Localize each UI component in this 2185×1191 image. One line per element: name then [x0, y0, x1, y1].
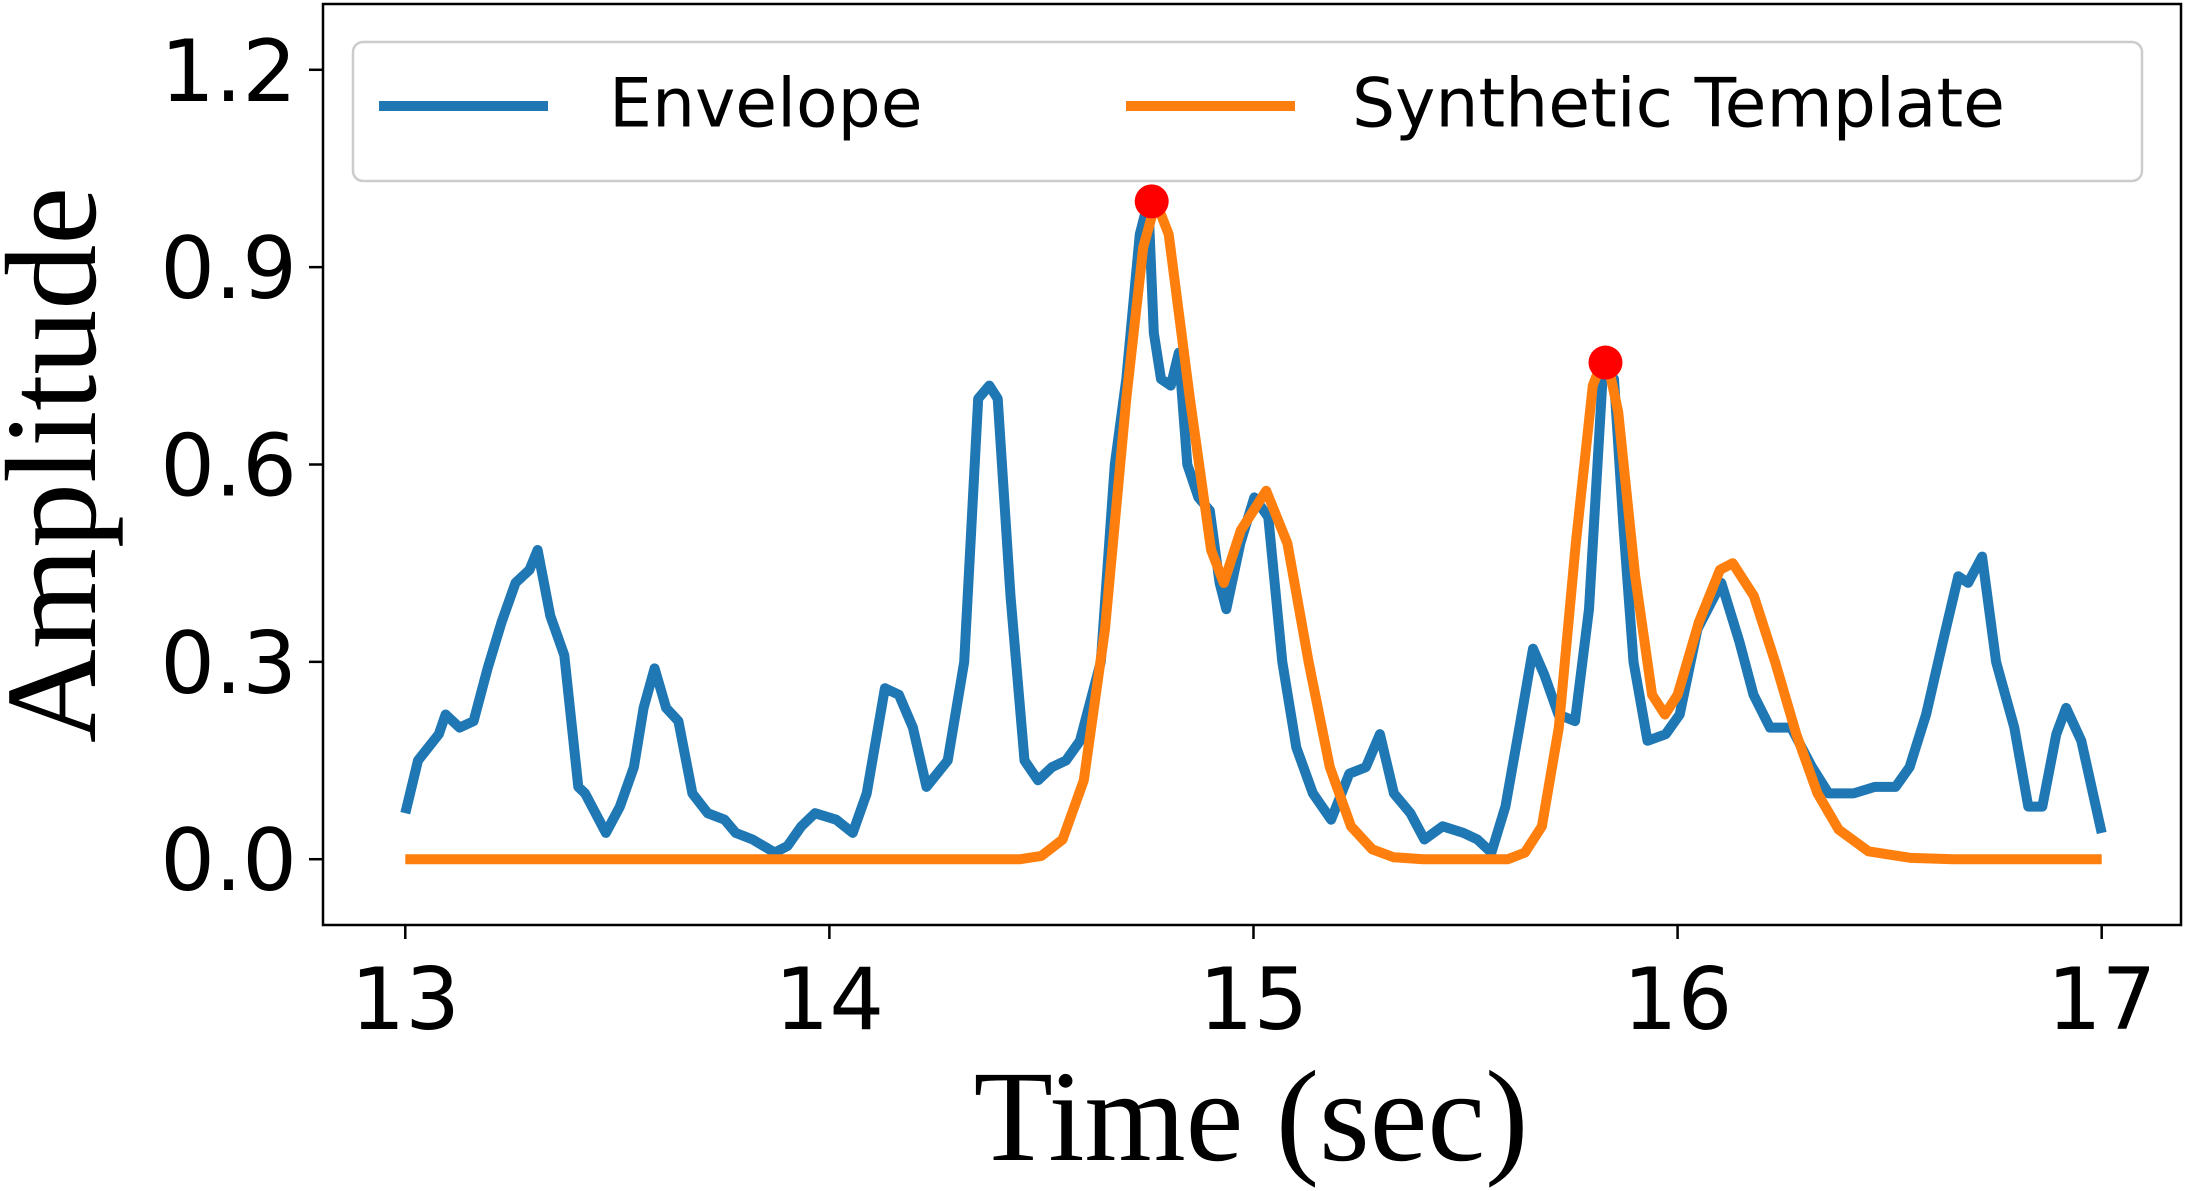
x-tick-label: 15 — [1199, 950, 1308, 1050]
y-tick-label: 0.3 — [160, 614, 297, 714]
x-axis-label: Time (sec) — [974, 1045, 1529, 1189]
legend-label: Envelope — [609, 65, 923, 144]
legend-label: Synthetic Template — [1352, 65, 2005, 144]
y-tick-label: 0.0 — [160, 811, 297, 911]
y-tick-label: 1.2 — [160, 22, 297, 122]
x-tick-label: 17 — [2047, 950, 2156, 1050]
y-axis-label: Amplitude — [0, 187, 124, 743]
y-tick-label: 0.6 — [160, 417, 297, 517]
line-series — [405, 196, 2102, 865]
x-tick-label: 14 — [775, 950, 884, 1050]
line-series — [400, 196, 2107, 858]
x-tick-label: 13 — [351, 950, 460, 1050]
legend: Envelope Synthetic Template — [351, 40, 2144, 183]
legend-box — [351, 40, 2144, 183]
peak-marker — [1588, 345, 1623, 380]
x-tick-label: 16 — [1623, 950, 1732, 1050]
peak-marker — [1134, 184, 1169, 219]
y-tick-label: 0.9 — [160, 219, 297, 319]
plot-frame — [321, 2, 2183, 927]
